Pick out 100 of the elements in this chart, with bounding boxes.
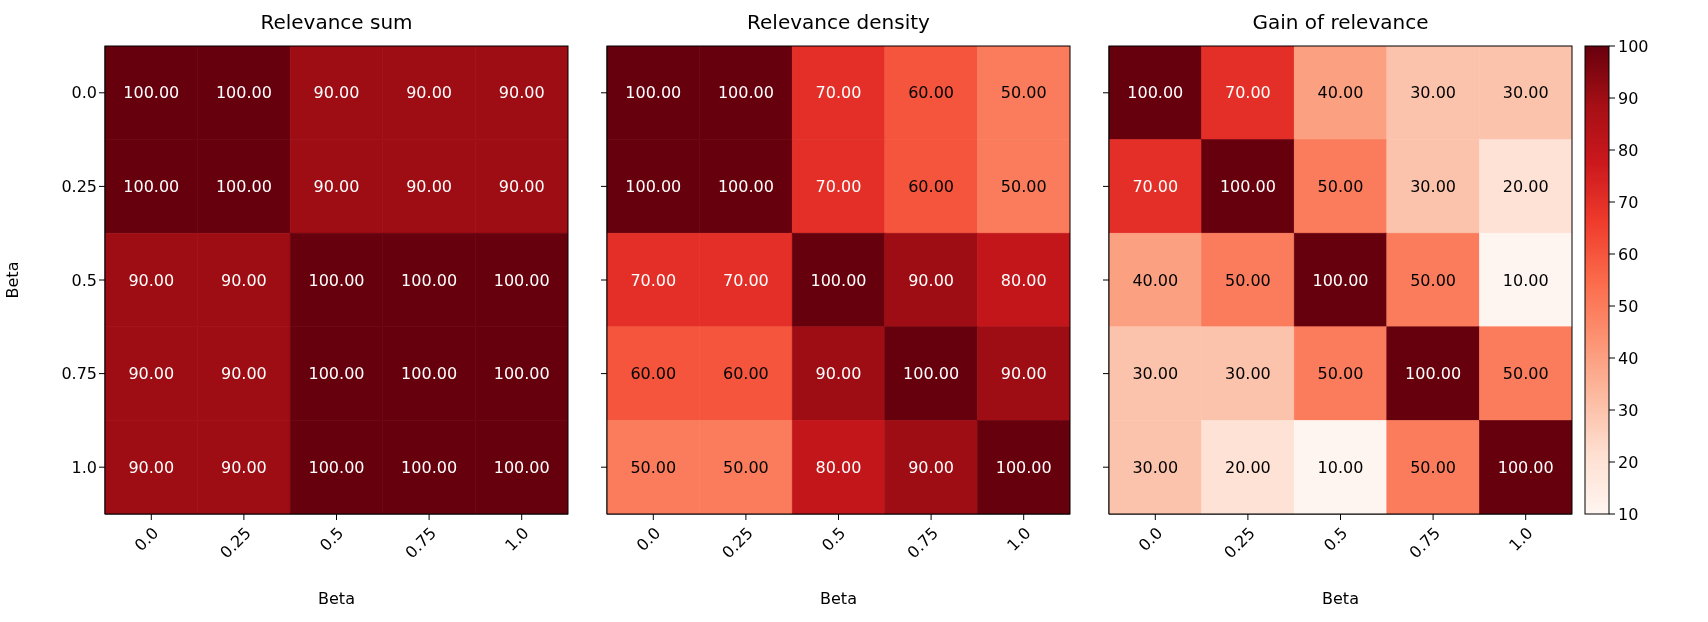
data-label: 90.00: [498, 177, 545, 196]
data-label: 60.00: [722, 364, 769, 384]
y-tick-label: 0.25: [61, 177, 97, 197]
data-label: 50.00: [1410, 270, 1457, 290]
data-label: 100.00: [625, 83, 682, 103]
data-label: 30.00: [1410, 177, 1457, 196]
x-tick-label: 0.5: [817, 523, 850, 555]
x-tick-label: 1.0: [1505, 523, 1537, 555]
x-tick-label: 0.5: [1319, 523, 1352, 555]
data-label: 30.00: [1410, 83, 1457, 103]
data-label: 90.00: [313, 177, 360, 196]
data-label: 90.00: [128, 270, 175, 290]
x-axis-title: Beta: [318, 589, 355, 608]
data-label: 30.00: [1224, 364, 1271, 384]
data-label: 100.00: [810, 270, 867, 290]
data-label: 50.00: [630, 457, 677, 477]
data-label: 100.00: [401, 270, 458, 290]
data-label: 10.00: [1317, 457, 1364, 477]
data-label: 30.00: [1502, 83, 1549, 103]
data-label: 100.00: [717, 177, 774, 196]
y-tick-label: 1.0: [71, 457, 97, 477]
data-label: 70.00: [1132, 177, 1179, 196]
data-label: 100.00: [493, 364, 550, 384]
data-label: 90.00: [815, 364, 862, 384]
data-label: 60.00: [908, 83, 955, 103]
data-label: 100.00: [1405, 364, 1462, 384]
color-bar-label: 10: [1618, 504, 1639, 524]
color-bar-label: 80: [1618, 140, 1639, 160]
data-label: 100.00: [1219, 177, 1276, 196]
data-label: 100.00: [493, 457, 550, 477]
y-tick-label: 0.75: [61, 364, 97, 384]
data-label: 90.00: [908, 270, 955, 290]
data-label: 50.00: [1000, 177, 1047, 196]
data-label: 70.00: [1224, 83, 1271, 103]
data-label: 50.00: [1000, 83, 1047, 103]
data-label: 100.00: [123, 83, 180, 103]
data-label: 100.00: [215, 177, 272, 196]
color-bar-label: 60: [1618, 244, 1639, 264]
data-label: 20.00: [1502, 177, 1549, 196]
data-label: 50.00: [1317, 364, 1364, 384]
data-label: 100.00: [1312, 270, 1369, 290]
data-label: 80.00: [815, 457, 862, 477]
data-label: 100.00: [717, 83, 774, 103]
data-label: 90.00: [220, 364, 267, 384]
chart-title: Relevance sum: [259, 10, 414, 34]
data-label: 90.00: [220, 457, 267, 477]
data-label: 20.00: [1224, 457, 1271, 477]
data-label: 90.00: [498, 83, 545, 103]
x-tick-label: 0.0: [1134, 523, 1167, 555]
color-bar-label: 100: [1618, 36, 1649, 56]
x-axis-title: Beta: [820, 589, 857, 608]
data-label: 80.00: [1000, 270, 1047, 290]
data-label: 100.00: [308, 364, 365, 384]
x-tick-label: 1.0: [501, 523, 533, 555]
data-label: 50.00: [1224, 270, 1271, 290]
data-label: 100.00: [903, 364, 960, 384]
color-bar-label: 40: [1618, 348, 1639, 368]
data-label: 90.00: [128, 364, 175, 384]
data-label: 60.00: [908, 177, 955, 196]
chart-title: Gain of relevance: [1251, 10, 1430, 34]
data-label: 40.00: [1132, 270, 1179, 290]
data-label: 90.00: [908, 457, 955, 477]
data-label: 60.00: [630, 364, 677, 384]
data-label: 100.00: [308, 270, 365, 290]
data-label: 90.00: [1000, 364, 1047, 384]
y-tick-label: 0.5: [71, 270, 97, 290]
data-label: 50.00: [1502, 364, 1549, 384]
data-label: 90.00: [220, 270, 267, 290]
color-bar-label: 20: [1618, 452, 1639, 472]
data-label: 50.00: [1317, 177, 1364, 196]
data-label: 100.00: [401, 364, 458, 384]
data-label: 100.00: [493, 270, 550, 290]
color-bar-label: 50: [1618, 296, 1639, 316]
data-label: 30.00: [1132, 364, 1179, 384]
color-bar-label: 90: [1618, 88, 1639, 108]
x-axis-title: Beta: [1322, 589, 1359, 608]
data-label: 100.00: [1127, 83, 1184, 103]
y-axis-title: Beta: [2, 261, 22, 299]
data-label: 100.00: [308, 457, 365, 477]
x-tick-label: 1.0: [1003, 523, 1035, 555]
data-label: 40.00: [1317, 83, 1364, 103]
x-tick-label: 0.0: [130, 523, 163, 555]
y-tick-label: 0.0: [71, 83, 97, 103]
data-label: 30.00: [1132, 457, 1179, 477]
data-label: 90.00: [406, 83, 453, 103]
data-label: 90.00: [313, 83, 360, 103]
data-label: 100.00: [401, 457, 458, 477]
data-label: 100.00: [1497, 457, 1554, 477]
x-tick-label: 0.0: [632, 523, 665, 555]
data-label: 100.00: [625, 177, 682, 196]
data-label: 70.00: [815, 177, 862, 196]
data-label: 90.00: [128, 457, 175, 477]
data-label: 50.00: [722, 457, 769, 477]
data-label: 100.00: [215, 83, 272, 103]
data-label: 70.00: [815, 83, 862, 103]
color-bar-label: 70: [1618, 192, 1639, 212]
data-label: 100.00: [123, 177, 180, 196]
data-label: 50.00: [1410, 457, 1457, 477]
x-tick-label: 0.5: [315, 523, 348, 555]
data-label: 100.00: [995, 457, 1052, 477]
